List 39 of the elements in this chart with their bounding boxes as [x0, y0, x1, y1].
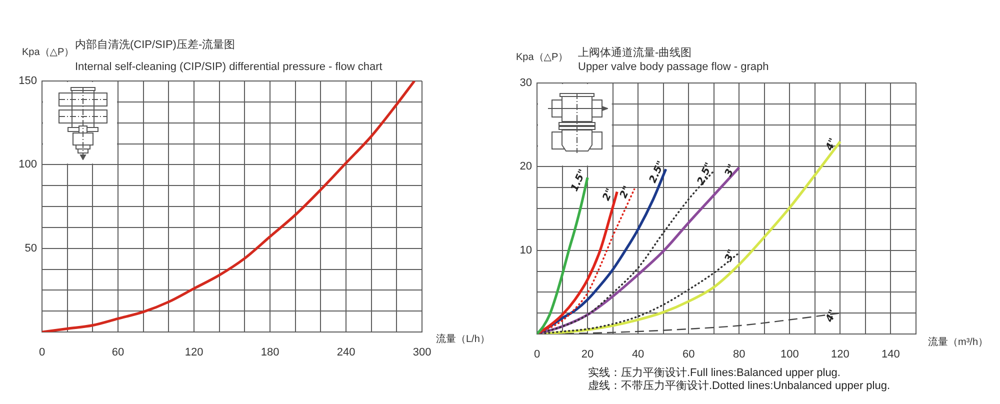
text: 2.5"	[648, 159, 668, 185]
x-tick-label: 40	[632, 348, 644, 361]
chart-subtitle: Upper valve body passage flow - graph	[578, 61, 769, 74]
chart-subtitle: Internal self-cleaning (CIP/SIP) differential pressure - flow chart	[75, 61, 382, 74]
text: 2"	[601, 186, 616, 203]
text: 2"	[618, 184, 634, 200]
y-tick-label: 30	[520, 77, 532, 90]
x-tick-label: 20	[581, 348, 594, 361]
chart-title: 上阀体通道流量-曲线图	[578, 46, 692, 60]
x-tick-label: 0	[38, 346, 46, 359]
y-tick-label: 100	[18, 158, 37, 171]
text: 3"	[723, 162, 738, 178]
chart-title: 内部自清洗(CIP/SIP)压差-流量图	[75, 38, 236, 52]
x-tick-label: 0	[534, 348, 540, 361]
x-tick-label: 240	[336, 346, 356, 359]
text: 实线：压力平衡设计.Full lines:Balanced upper plug.	[588, 366, 840, 380]
x-axis-title: 流量（m³/h）	[928, 336, 988, 348]
x-tick-label: 120	[831, 348, 850, 361]
text: 1.5"	[569, 168, 589, 194]
x-tick-label: 60	[682, 348, 695, 361]
x-tick-label: 80	[733, 348, 746, 361]
y-tick-label: 150	[18, 75, 37, 88]
text: 虚线：不带压力平衡设计.Dotted lines:Unbalanced upper plug.	[588, 379, 890, 392]
y-tick-label: 10	[520, 244, 532, 256]
x-tick-label: 300	[412, 346, 432, 359]
text: 4"	[824, 136, 840, 154]
x-tick-label: 60	[112, 346, 124, 359]
x-tick-label: 180	[260, 346, 280, 359]
text: 2.5"	[696, 161, 716, 187]
x-axis-title: 流量（L/h）	[436, 332, 490, 345]
x-tick-label: 100	[780, 348, 799, 361]
text: 3"	[723, 248, 738, 264]
x-tick-label: 140	[882, 348, 900, 361]
x-tick-label: 120	[184, 346, 204, 359]
y-tick-label: 20	[520, 160, 532, 173]
text: 4"	[824, 308, 840, 325]
y-axis-title: Kpa（△P）	[22, 46, 74, 58]
y-tick-label: 50	[24, 242, 37, 254]
y-axis-title: Kpa（△P）	[516, 52, 568, 63]
